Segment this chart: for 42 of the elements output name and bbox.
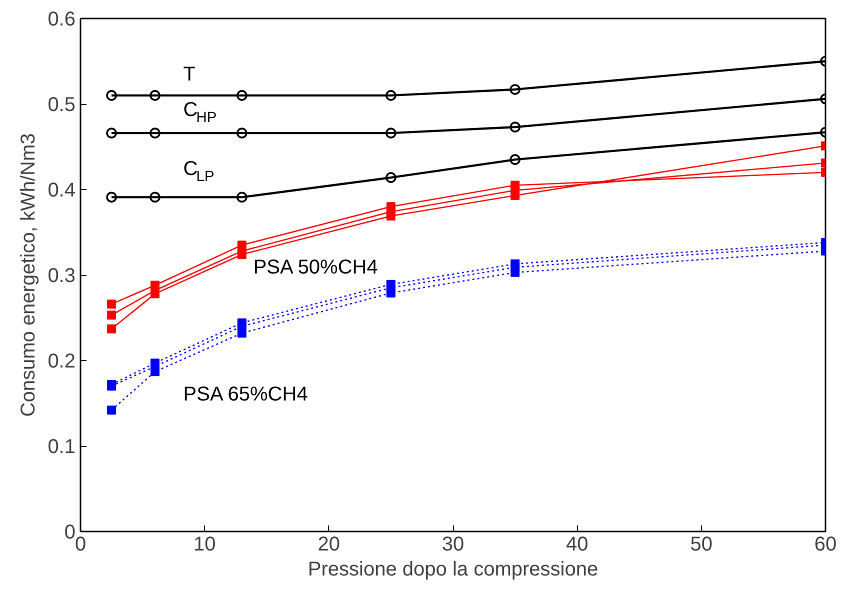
point	[150, 90, 160, 101]
point	[386, 128, 396, 138]
point	[386, 172, 396, 183]
point	[106, 128, 117, 138]
point	[510, 122, 520, 132]
x-axis-title: Pressione dopo la compressione	[308, 558, 598, 580]
point	[150, 128, 160, 138]
point	[107, 324, 116, 334]
y-tick-label: 0.5	[48, 94, 76, 116]
x-tick-label: 40	[566, 534, 588, 556]
x-tick-label: 50	[690, 534, 712, 556]
point	[150, 192, 160, 203]
point	[237, 250, 246, 259]
point	[236, 192, 248, 203]
y-tick-label: 0.4	[48, 180, 76, 202]
point	[386, 90, 396, 101]
annotation: T	[183, 64, 196, 86]
x-tick-label: 60	[814, 534, 837, 556]
annotation: PSA 65%CH4	[183, 383, 308, 406]
x-tick-label: 30	[442, 534, 464, 556]
point	[510, 84, 520, 95]
point	[106, 90, 117, 101]
y-axis-title: Consumo energetico, kWh/Nm3	[18, 133, 40, 417]
point	[107, 300, 116, 309]
y-tick-label: 0.6	[48, 8, 76, 30]
point	[386, 288, 396, 298]
point	[510, 190, 520, 200]
point	[236, 90, 248, 101]
x-tick-label: 20	[318, 534, 340, 556]
point	[106, 192, 117, 203]
point	[107, 310, 116, 320]
point	[236, 128, 248, 138]
annotation: PSA 50%CH4	[253, 256, 378, 279]
x-tick-label: 10	[194, 534, 216, 556]
point	[107, 406, 116, 415]
point	[510, 154, 520, 165]
point	[237, 328, 246, 338]
point	[386, 212, 396, 221]
y-tick-label: 0.1	[48, 436, 76, 458]
point	[510, 268, 520, 277]
y-tick-label: 0.2	[48, 350, 76, 372]
y-tick-label: 0.3	[48, 265, 76, 287]
